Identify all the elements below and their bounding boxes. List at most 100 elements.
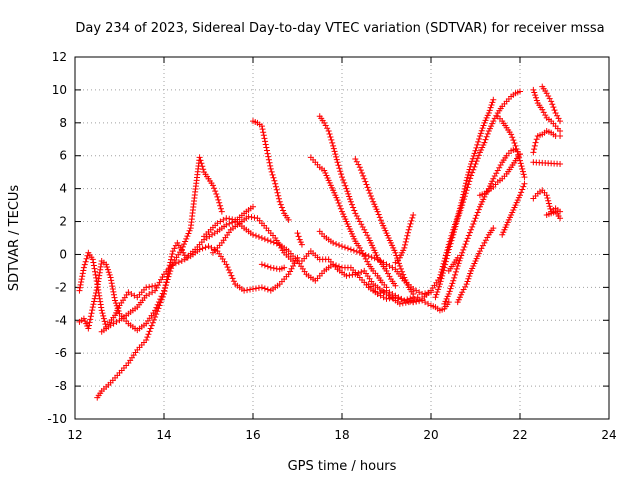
- data-point: [452, 223, 459, 230]
- data-point: [514, 148, 521, 155]
- data-point: [202, 244, 209, 251]
- data-point: [362, 229, 369, 236]
- data-point: [512, 142, 519, 149]
- data-point: [432, 294, 439, 301]
- data-point: [407, 220, 414, 227]
- data-point: [341, 179, 348, 186]
- data-point: [466, 273, 473, 280]
- data-point: [353, 213, 360, 220]
- data-point: [298, 241, 305, 248]
- data-point: [531, 89, 538, 96]
- data-point: [364, 232, 371, 239]
- data-point: [359, 170, 366, 177]
- x-tick-label: 24: [601, 428, 616, 442]
- data-point: [200, 166, 207, 173]
- data-point: [181, 241, 188, 248]
- data-point: [395, 260, 402, 267]
- data-point: [445, 246, 452, 253]
- data-point: [83, 255, 90, 262]
- x-axis-title: GPS time / hours: [288, 459, 397, 474]
- data-point: [409, 214, 416, 221]
- data-point: [265, 156, 272, 163]
- data-point: [346, 193, 353, 200]
- data-point: [448, 283, 455, 290]
- data-point: [439, 270, 446, 277]
- data-point: [407, 298, 414, 305]
- data-point: [77, 284, 84, 291]
- data-point: [454, 262, 461, 269]
- data-point: [269, 171, 276, 178]
- data-point: [156, 302, 163, 309]
- data-point: [158, 276, 165, 283]
- data-point: [88, 310, 95, 317]
- x-tick-label: 18: [334, 428, 349, 442]
- data-point: [214, 193, 221, 200]
- data-point: [550, 104, 557, 111]
- data-point: [258, 235, 265, 241]
- data-point: [451, 226, 458, 233]
- data-point: [93, 287, 100, 294]
- data-point: [218, 208, 225, 215]
- data-point: [362, 178, 369, 185]
- data-point: [175, 259, 182, 266]
- data-point: [89, 307, 96, 314]
- data-point: [265, 153, 272, 160]
- data-point: [493, 170, 500, 177]
- data-point: [184, 233, 191, 240]
- data-point: [261, 262, 268, 269]
- data-point: [552, 109, 559, 116]
- y-tick-label: -10: [47, 412, 67, 426]
- data-point: [392, 249, 399, 256]
- data-point: [454, 254, 461, 261]
- data-point: [87, 313, 94, 320]
- data-point: [230, 278, 237, 285]
- data-point: [433, 291, 440, 298]
- data-point: [149, 283, 156, 290]
- data-point: [557, 215, 564, 222]
- data-point: [350, 247, 357, 254]
- data-point: [161, 290, 167, 297]
- data-point: [493, 112, 500, 119]
- data-point: [344, 245, 351, 252]
- data-point: [474, 209, 481, 216]
- data-point: [479, 242, 486, 249]
- data-point: [223, 215, 230, 222]
- data-point: [450, 277, 457, 284]
- data-point: [468, 226, 475, 233]
- data-point: [435, 286, 442, 293]
- data-point: [330, 142, 337, 149]
- data-point: [463, 187, 470, 194]
- data-point: [261, 285, 268, 292]
- y-tick-label: 10: [52, 83, 67, 97]
- data-point: [327, 133, 334, 140]
- data-point: [351, 207, 358, 214]
- data-point: [479, 125, 486, 132]
- data-point: [344, 188, 351, 195]
- data-point: [260, 129, 267, 136]
- data-point: [470, 153, 477, 160]
- data-point: [196, 246, 203, 253]
- data-point: [515, 151, 522, 158]
- data-point: [251, 214, 258, 221]
- data-point: [264, 237, 271, 244]
- data-point: [93, 274, 100, 281]
- data-point: [273, 186, 280, 193]
- data-point: [288, 265, 295, 272]
- data-point: [213, 190, 220, 197]
- data-point: [521, 174, 528, 181]
- data-point: [366, 190, 373, 197]
- data-point: [362, 252, 369, 259]
- data-point: [447, 240, 454, 247]
- data-point: [545, 197, 552, 204]
- data-point: [371, 255, 378, 262]
- data-point: [267, 264, 274, 271]
- data-point: [530, 86, 537, 93]
- data-point: [494, 167, 501, 174]
- data-point: [471, 150, 478, 157]
- data-point: [414, 294, 421, 301]
- data-point: [270, 265, 277, 272]
- y-tick-label: 2: [59, 215, 67, 229]
- data-point: [450, 228, 457, 235]
- grid: [75, 57, 609, 419]
- data-point: [199, 245, 206, 252]
